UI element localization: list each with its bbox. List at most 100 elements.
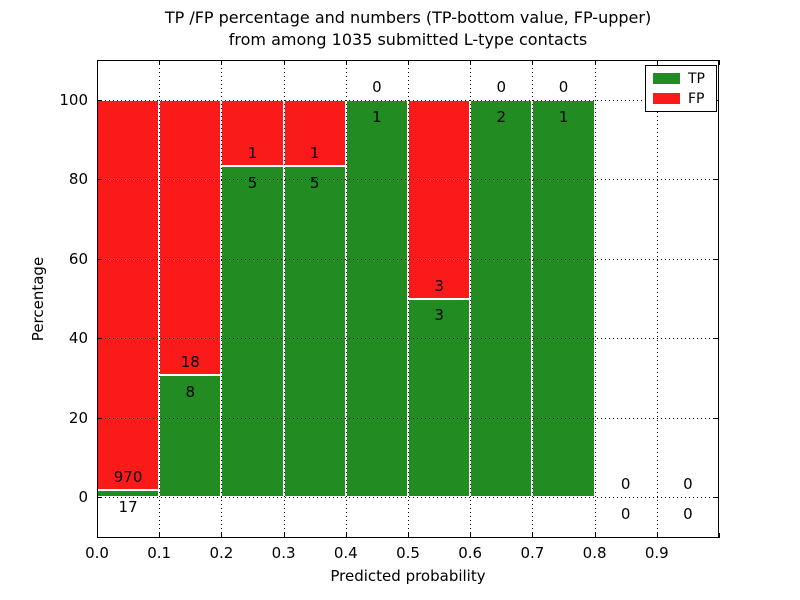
tp-count-label: 1 <box>372 107 382 126</box>
x-tick-mark <box>345 533 347 538</box>
fp-count-label: 0 <box>558 78 569 97</box>
x-tick-mark <box>408 533 409 538</box>
fp-count-label: 1 <box>247 144 258 163</box>
fp-count-label: 0 <box>620 475 631 494</box>
x-tick-label: 0.9 <box>644 544 669 562</box>
x-tick-mark-top <box>470 60 472 65</box>
fp-count-label: 18 <box>180 353 200 372</box>
x-tick-mark-top <box>408 60 409 65</box>
y-tick-mark <box>97 417 102 419</box>
chart-title-line1: TP /FP percentage and numbers (TP-bottom… <box>164 8 652 27</box>
y-tick-mark-right <box>714 179 719 181</box>
y-tick-mark <box>97 100 102 101</box>
fp-bar-segment <box>408 100 471 299</box>
tp-count-label: 2 <box>496 107 507 126</box>
x-tick-mark <box>719 533 720 538</box>
fp-count-label: 1 <box>309 144 320 163</box>
fp-count-label: 0 <box>372 78 382 97</box>
tp-bar-segment <box>97 490 160 497</box>
tp-bar-segment <box>532 100 595 497</box>
v-gridline <box>283 60 285 538</box>
tp-bar-segment <box>283 166 346 497</box>
fp-bar-segment <box>97 100 160 491</box>
tp-bar-segment <box>221 166 284 497</box>
x-tick-mark <box>470 533 472 538</box>
tp-bar-segment <box>345 100 408 497</box>
x-tick-label: 0.0 <box>85 544 109 562</box>
y-tick-mark-right <box>714 258 719 260</box>
y-tick-mark <box>97 258 102 260</box>
legend: TP FP <box>645 65 717 112</box>
v-gridline <box>408 60 409 538</box>
fp-count-label: 3 <box>434 276 444 295</box>
tp-bar-segment <box>408 298 471 497</box>
v-gridline <box>532 60 534 538</box>
v-gridline <box>470 60 472 538</box>
x-tick-mark-top <box>719 60 720 65</box>
x-tick-label: 0.7 <box>520 544 545 562</box>
tp-count-label: 8 <box>185 382 196 401</box>
v-gridline <box>159 60 161 538</box>
legend-label-fp: FP <box>688 90 705 107</box>
x-tick-label: 0.1 <box>147 544 172 562</box>
tp-bar-segment <box>470 100 533 497</box>
x-axis-label: Predicted probability <box>330 567 486 585</box>
y-tick-mark <box>97 497 102 498</box>
y-tick-mark-right <box>714 338 719 340</box>
v-gridline <box>221 60 223 538</box>
plot-area: 970 17 18 8 1 5 1 5 0 1 3 3 0 2 0 1 0 0 0 0 <box>97 60 720 538</box>
y-tick-mark <box>97 338 102 340</box>
y-tick-mark-right <box>714 497 719 498</box>
x-tick-mark-top <box>283 60 285 65</box>
x-tick-label: 0.5 <box>396 544 420 562</box>
tp-count-label: 5 <box>309 173 320 192</box>
x-tick-mark-top <box>221 60 223 65</box>
v-gridline <box>594 60 596 538</box>
x-tick-mark-top <box>345 60 347 65</box>
x-tick-label: 0.2 <box>209 544 234 562</box>
x-tick-mark-top <box>159 60 161 65</box>
chart-title-line2: from among 1035 submitted L-type contact… <box>228 30 588 49</box>
x-tick-mark-top <box>532 60 534 65</box>
x-tick-mark <box>221 533 223 538</box>
y-tick-label: 20 <box>68 408 88 427</box>
x-tick-mark <box>283 533 285 538</box>
x-tick-label: 0.3 <box>271 544 296 562</box>
y-tick-mark-right <box>714 417 719 419</box>
fp-count-label: 0 <box>683 475 693 494</box>
y-tick-label: 0 <box>78 488 88 506</box>
x-tick-mark <box>532 533 534 538</box>
v-gridline <box>656 60 658 538</box>
x-tick-mark-top <box>656 60 658 65</box>
tp-count-label: 0 <box>620 504 631 523</box>
y-tick-label: 60 <box>68 249 88 268</box>
fp-count-label: 0 <box>496 78 507 97</box>
chart-title: TP /FP percentage and numbers (TP-bottom… <box>97 7 719 51</box>
x-tick-mark-top <box>97 60 98 65</box>
tp-count-label: 3 <box>434 306 444 325</box>
tp-count-label: 1 <box>558 107 569 126</box>
legend-swatch-fp <box>653 93 680 104</box>
fp-bar-segment <box>221 100 284 167</box>
v-gridline <box>345 60 347 538</box>
y-tick-label: 80 <box>68 170 88 189</box>
fp-count-label: 970 <box>113 468 143 487</box>
y-tick-mark <box>97 179 102 181</box>
fp-bar-segment <box>159 100 222 375</box>
x-tick-label: 0.8 <box>582 544 607 562</box>
legend-swatch-tp <box>653 73 680 84</box>
legend-item-fp: FP <box>653 91 709 107</box>
tp-count-label: 0 <box>683 504 693 523</box>
tp-count-label: 5 <box>247 173 258 192</box>
x-tick-mark-top <box>594 60 596 65</box>
x-tick-mark <box>159 533 161 538</box>
y-tick-label: 40 <box>68 329 88 348</box>
x-tick-mark <box>656 533 658 538</box>
x-tick-mark <box>594 533 596 538</box>
x-tick-mark <box>97 533 98 538</box>
legend-item-tp: TP <box>653 71 709 87</box>
y-tick-label: 100 <box>59 91 88 109</box>
legend-label-tp: TP <box>688 70 705 87</box>
x-tick-label: 0.4 <box>333 544 358 562</box>
